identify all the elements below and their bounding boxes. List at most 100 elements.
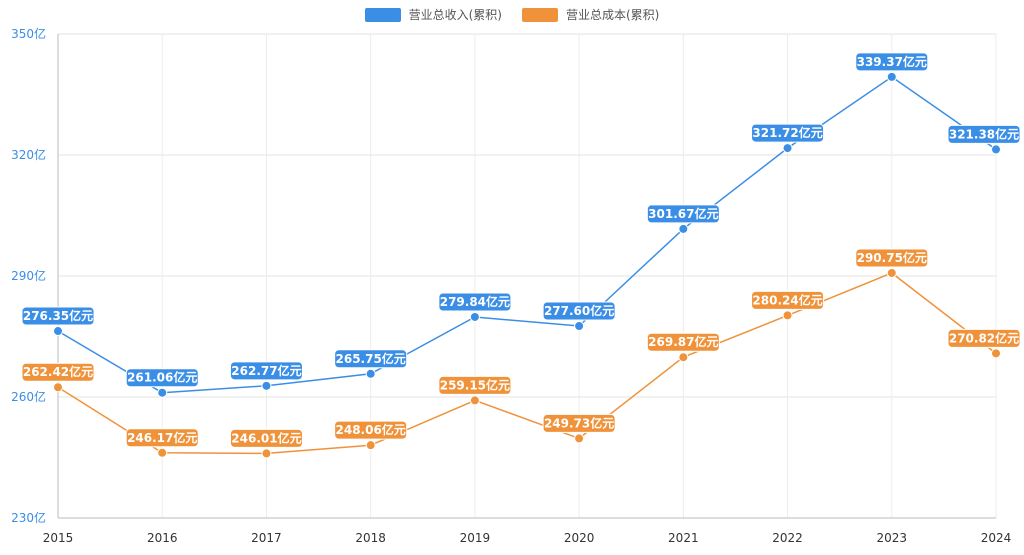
data-point[interactable] xyxy=(782,310,793,321)
data-point[interactable] xyxy=(157,387,168,398)
series-line-0 xyxy=(57,75,997,394)
data-label-text: 279.84亿元 xyxy=(440,294,510,309)
data-label-bg xyxy=(125,428,199,448)
data-label: 280.24亿元 xyxy=(751,290,825,310)
y-tick-label: 230亿 xyxy=(11,510,46,525)
data-label-bg xyxy=(542,301,616,321)
data-label-bg xyxy=(947,124,1021,144)
data-label: 270.82亿元 xyxy=(947,328,1021,348)
data-label: 277.60亿元 xyxy=(542,301,616,321)
data-point[interactable] xyxy=(261,448,272,459)
x-tick-label: 2022 xyxy=(772,531,803,545)
data-label: 265.75亿元 xyxy=(334,349,408,369)
data-label: 246.01亿元 xyxy=(229,428,303,448)
x-tick-label: 2015 xyxy=(43,531,74,545)
legend-swatch-cost xyxy=(522,7,558,22)
data-point[interactable] xyxy=(469,395,480,406)
data-label: 259.15亿元 xyxy=(438,375,512,395)
data-point[interactable] xyxy=(678,223,689,234)
data-point[interactable] xyxy=(574,433,585,444)
x-tick-label: 2024 xyxy=(981,531,1012,545)
data-label: 248.06亿元 xyxy=(334,420,408,440)
data-point[interactable] xyxy=(365,440,376,451)
data-label-bg xyxy=(855,248,929,268)
data-label: 249.73亿元 xyxy=(542,413,616,433)
data-label: 321.72亿元 xyxy=(751,123,825,143)
data-label-text: 339.37亿元 xyxy=(857,54,927,69)
data-label-text: 259.15亿元 xyxy=(440,377,510,392)
x-tick-label: 2019 xyxy=(460,531,491,545)
data-label: 301.67亿元 xyxy=(646,204,720,224)
data-label: 246.17亿元 xyxy=(125,428,199,448)
data-point[interactable] xyxy=(53,382,63,393)
data-label-text: 290.75亿元 xyxy=(857,250,927,265)
data-label-text: 262.77亿元 xyxy=(231,363,301,378)
data-label-bg xyxy=(334,349,408,369)
data-point[interactable] xyxy=(574,321,585,332)
data-label-bg xyxy=(229,361,303,381)
data-point[interactable] xyxy=(991,144,1001,155)
data-label-bg xyxy=(751,290,825,310)
data-label-bg xyxy=(646,332,720,352)
data-label-bg xyxy=(125,368,199,388)
legend-item-revenue[interactable]: 营业总收入(累积) xyxy=(364,6,502,23)
data-label: 269.87亿元 xyxy=(646,332,720,352)
data-point[interactable] xyxy=(886,267,897,278)
data-point[interactable] xyxy=(157,447,168,458)
data-label-text: 246.17亿元 xyxy=(127,430,197,445)
data-label: 339.37亿元 xyxy=(855,52,929,72)
data-label-text: 276.35亿元 xyxy=(23,308,93,323)
data-label-bg xyxy=(751,123,825,143)
data-label-text: 321.72亿元 xyxy=(752,125,822,140)
data-label-bg xyxy=(438,292,512,312)
grid xyxy=(57,33,997,519)
x-tick-label: 2020 xyxy=(564,531,595,545)
data-point[interactable] xyxy=(53,326,63,337)
data-label: 276.35亿元 xyxy=(21,306,95,326)
data-point[interactable] xyxy=(886,71,897,82)
data-label-bg xyxy=(21,362,95,382)
data-label-text: 269.87亿元 xyxy=(648,334,718,349)
data-point[interactable] xyxy=(469,311,480,322)
data-label-text: 265.75亿元 xyxy=(336,351,406,366)
data-label-bg xyxy=(947,328,1021,348)
y-tick-label: 260亿 xyxy=(11,389,46,404)
data-label: 279.84亿元 xyxy=(438,292,512,312)
data-label-bg xyxy=(334,420,408,440)
data-point[interactable] xyxy=(261,380,272,391)
data-label-text: 280.24亿元 xyxy=(752,292,822,307)
x-tick-label: 2018 xyxy=(355,531,386,545)
data-label-bg xyxy=(646,204,720,224)
data-label-text: 270.82亿元 xyxy=(949,330,1019,345)
y-tick-label: 320亿 xyxy=(11,147,46,162)
legend-label-cost: 营业总成本(累积) xyxy=(566,8,660,22)
data-label: 262.77亿元 xyxy=(229,361,303,381)
data-point[interactable] xyxy=(991,348,1001,359)
data-point[interactable] xyxy=(782,143,793,154)
data-label: 321.38亿元 xyxy=(947,124,1021,144)
data-point[interactable] xyxy=(678,352,689,363)
data-label-text: 321.38亿元 xyxy=(949,126,1019,141)
data-label-text: 277.60亿元 xyxy=(544,303,614,318)
data-label-bg xyxy=(542,413,616,433)
data-label: 261.06亿元 xyxy=(125,368,199,388)
y-tick-label: 350亿 xyxy=(11,26,46,41)
x-tick-label: 2017 xyxy=(251,531,282,545)
data-label-bg xyxy=(855,52,929,72)
data-label-bg xyxy=(229,428,303,448)
legend-item-cost[interactable]: 营业总成本(累积) xyxy=(522,6,659,23)
data-label: 262.42亿元 xyxy=(21,362,95,382)
series-line-1 xyxy=(57,272,997,455)
data-label-bg xyxy=(21,306,95,326)
data-label-text: 249.73亿元 xyxy=(544,415,614,430)
x-tick-label: 2023 xyxy=(877,531,908,545)
data-label-text: 301.67亿元 xyxy=(648,206,718,221)
data-label-text: 262.42亿元 xyxy=(23,364,93,379)
data-point[interactable] xyxy=(365,368,376,379)
data-label-text: 248.06亿元 xyxy=(336,422,406,437)
y-tick-label: 290亿 xyxy=(11,268,46,283)
x-tick-label: 2021 xyxy=(668,531,699,545)
data-label-text: 261.06亿元 xyxy=(127,370,197,385)
